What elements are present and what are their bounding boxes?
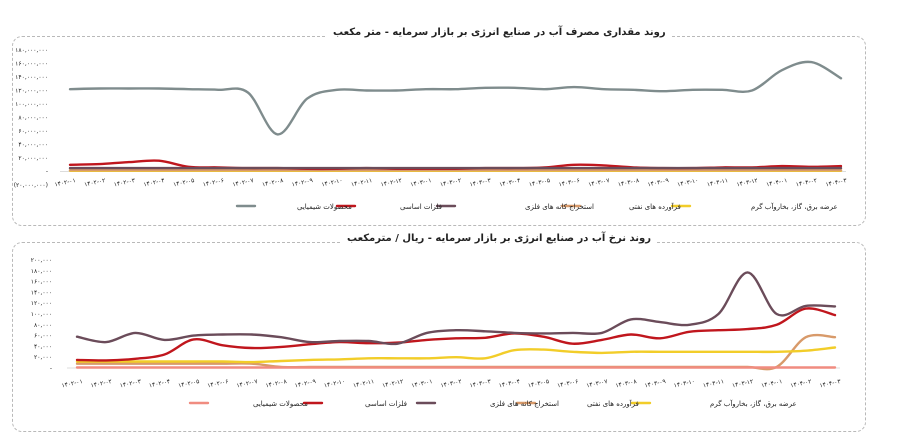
chart-volume-xtick-label: ۱۴۰۲-۱۲ bbox=[380, 177, 403, 188]
chart-rate-xtick-label: ۱۴۰۳-۰۶ bbox=[557, 378, 580, 389]
chart-volume-legend-label: استخراج کانه های فلزی bbox=[525, 203, 594, 211]
chart-rate-xtick-label: ۱۴۰۴-۰۲ bbox=[790, 378, 813, 389]
chart-rate-ytick-label: ۱۴۰,۰۰۰ bbox=[31, 289, 52, 296]
chart-rate-legend-label: فرآورده های نفتی bbox=[587, 399, 639, 408]
chart-volume-xtick-label: ۱۴۰۲-۰۵ bbox=[173, 177, 196, 188]
chart-volume-xtick-label: ۱۴۰۴-۰۳ bbox=[825, 177, 848, 188]
chart-rate-xtick-label: ۱۴۰۲-۱۲ bbox=[382, 378, 405, 389]
chart-rate-legend-label: فلزات اساسی bbox=[365, 400, 407, 408]
chart-rate-series-line-4 bbox=[75, 346, 837, 364]
chart-volume-xtick-label: ۱۴۰۳-۰۹ bbox=[647, 177, 670, 188]
chart-rate-legend-label: استخراج کانه های فلزی bbox=[490, 400, 559, 408]
chart-rate-ytick-label: ۸۰,۰۰۰ bbox=[34, 322, 52, 329]
chart-rate-xtick-label: ۱۴۰۲-۰۶ bbox=[207, 378, 230, 389]
chart-volume-xtick-label: ۱۴۰۳-۱۰ bbox=[677, 177, 700, 188]
chart-rate-xtick-label: ۱۴۰۳-۰۷ bbox=[586, 378, 609, 389]
chart-panel-water-volume bbox=[12, 36, 866, 226]
chart-rate-ytick-label: ۱۸۰,۰۰۰ bbox=[31, 268, 52, 275]
chart-rate-xtick-label: ۱۴۰۲-۰۲ bbox=[90, 378, 113, 389]
chart-rate-series-line-1 bbox=[75, 307, 837, 362]
chart-volume-ytick-label: ۴۰,۰۰۰,۰۰۰ bbox=[18, 142, 48, 149]
chart-rate-ytick-label: ۶۰,۰۰۰ bbox=[34, 333, 52, 340]
chart-volume-xtick-label: ۱۴۰۲-۰۱ bbox=[54, 177, 77, 188]
chart-rate-xtick-label: ۱۴۰۲-۱۰ bbox=[323, 378, 346, 389]
chart-volume-ytick-label: ۱۸۰,۰۰۰,۰۰۰ bbox=[15, 47, 48, 54]
chart-volume-ytick-label: - bbox=[46, 169, 48, 176]
chart-rate-xtick-label: ۱۴۰۳-۰۸ bbox=[615, 378, 638, 389]
chart-volume-xtick-label: ۱۴۰۳-۰۷ bbox=[588, 177, 611, 188]
chart-rate-xtick-label: ۱۴۰۳-۱۱ bbox=[702, 378, 725, 389]
chart-volume-xtick-label: ۱۴۰۲-۰۸ bbox=[261, 177, 284, 188]
chart-volume-ytick-label: (۲۰,۰۰۰,۰۰۰) bbox=[14, 182, 48, 189]
chart-volume-ytick-label: ۲۰,۰۰۰,۰۰۰ bbox=[18, 155, 48, 162]
chart-volume-xtick-label: ۱۴۰۲-۰۳ bbox=[113, 177, 136, 188]
chart-rate-xtick-label: ۱۴۰۲-۱۱ bbox=[352, 378, 375, 389]
chart-rate-xtick-label: ۱۴۰۴-۰۳ bbox=[819, 378, 842, 389]
chart-volume-xtick-label: ۱۴۰۳-۱۱ bbox=[706, 177, 729, 188]
chart-volume-xtick-label: ۱۴۰۳-۰۶ bbox=[558, 177, 581, 188]
chart-volume-xtick-label: ۱۴۰۳-۰۵ bbox=[528, 177, 551, 188]
chart-rate-xtick-label: ۱۴۰۴-۰۱ bbox=[761, 378, 784, 389]
chart-rate-xtick-label: ۱۴۰۳-۰۵ bbox=[527, 378, 550, 389]
chart-rate-xtick-label: ۱۴۰۲-۰۹ bbox=[294, 378, 317, 389]
chart-rate-xtick-label: ۱۴۰۳-۰۳ bbox=[469, 378, 492, 389]
chart-rate-xtick-label: ۱۴۰۲-۰۷ bbox=[236, 378, 259, 389]
chart-volume-xtick-label: ۱۴۰۳-۰۴ bbox=[499, 177, 522, 188]
chart-title-water-volume: روند مقداری مصرف آب در صنایع انرژی بر با… bbox=[327, 27, 672, 38]
chart-rate-xtick-label: ۱۴۰۳-۰۲ bbox=[440, 378, 463, 389]
chart-rate-legend-label: محصولات شیمیایی bbox=[253, 400, 308, 408]
chart-volume-xtick-label: ۱۴۰۲-۰۷ bbox=[232, 177, 255, 188]
chart-volume-legend-label: محصولات شیمیایی bbox=[297, 203, 352, 211]
chart-volume-xtick-label: ۱۴۰۲-۰۲ bbox=[84, 177, 107, 188]
chart-rate-ytick-label: ۴۰,۰۰۰ bbox=[34, 343, 52, 350]
chart-volume-xtick-label: ۱۴۰۴-۰۲ bbox=[795, 177, 818, 188]
chart-volume-xtick-label: ۱۴۰۳-۰۳ bbox=[469, 177, 492, 188]
chart-volume-legend-label: فلزات اساسی bbox=[400, 203, 442, 211]
chart-volume-ytick-label: ۱۲۰,۰۰۰,۰۰۰ bbox=[15, 88, 48, 95]
chart-rate-xtick-label: ۱۴۰۳-۱۲ bbox=[731, 378, 754, 389]
chart-volume-ytick-label: ۱۶۰,۰۰۰,۰۰۰ bbox=[15, 61, 48, 68]
chart-volume-ytick-label: ۸۰,۰۰۰,۰۰۰ bbox=[18, 115, 48, 122]
chart-rate-ytick-label: ۱۰۰,۰۰۰ bbox=[31, 311, 52, 318]
chart-rate-xtick-label: ۱۴۰۲-۰۳ bbox=[119, 378, 142, 389]
chart-volume-series-line-0 bbox=[68, 60, 843, 136]
chart-volume-xtick-label: ۱۴۰۲-۰۴ bbox=[143, 177, 166, 188]
chart-rate-xtick-label: ۱۴۰۳-۱۰ bbox=[673, 378, 696, 389]
chart-rate-xtick-label: ۱۴۰۲-۰۴ bbox=[148, 378, 171, 389]
chart-volume-xtick-label: ۱۴۰۴-۰۱ bbox=[766, 177, 789, 188]
chart-rate-xtick-label: ۱۴۰۳-۰۱ bbox=[411, 378, 434, 389]
chart-rate-xtick-label: ۱۴۰۲-۰۸ bbox=[265, 378, 288, 389]
chart-rate-ytick-label: ۱۲۰,۰۰۰ bbox=[31, 300, 52, 307]
chart-rate-ytick-label: - bbox=[50, 365, 52, 372]
chart-title-water-rate: روند نرخ آب در صنایع انرژی بر بازار سرما… bbox=[341, 233, 657, 244]
chart-rate-xtick-label: ۱۴۰۲-۰۵ bbox=[178, 378, 201, 389]
chart-rate-xtick-label: ۱۴۰۳-۰۴ bbox=[498, 378, 521, 389]
chart-volume-xtick-label: ۱۴۰۳-۰۲ bbox=[439, 177, 462, 188]
chart-volume-legend-label: فرآورده های نفتی bbox=[629, 202, 681, 211]
chart-rate-legend-label: عرضه برق، گاز، بخاروآب گرم bbox=[710, 399, 797, 408]
chart-volume-xtick-label: ۱۴۰۳-۱۲ bbox=[736, 177, 759, 188]
chart-volume-xtick-label: ۱۴۰۳-۰۸ bbox=[617, 177, 640, 188]
chart-volume-xtick-label: ۱۴۰۳-۰۱ bbox=[410, 177, 433, 188]
chart-rate-xtick-label: ۱۴۰۳-۰۹ bbox=[644, 378, 667, 389]
chart-rate-ytick-label: ۲۰۰,۰۰۰ bbox=[31, 257, 52, 264]
chart-volume-ytick-label: ۱۴۰,۰۰۰,۰۰۰ bbox=[15, 74, 48, 81]
chart-volume-xtick-label: ۱۴۰۲-۱۱ bbox=[350, 177, 373, 188]
chart-rate-series-line-2 bbox=[75, 271, 837, 346]
chart-volume-ytick-label: ۶۰,۰۰۰,۰۰۰ bbox=[18, 128, 48, 135]
chart-volume-legend-label: عرضه برق، گاز، بخاروآب گرم bbox=[751, 202, 838, 211]
chart-volume-xtick-label: ۱۴۰۲-۱۰ bbox=[321, 177, 344, 188]
chart-volume-ytick-label: ۱۰۰,۰۰۰,۰۰۰ bbox=[15, 101, 48, 108]
chart-rate-ytick-label: ۱۶۰,۰۰۰ bbox=[31, 279, 52, 286]
chart-rate-ytick-label: ۲۰,۰۰۰ bbox=[34, 354, 52, 361]
chart-rate-xtick-label: ۱۴۰۲-۰۱ bbox=[61, 378, 84, 389]
chart-volume-xtick-label: ۱۴۰۲-۰۶ bbox=[202, 177, 225, 188]
chart-volume-xtick-label: ۱۴۰۲-۰۹ bbox=[291, 177, 314, 188]
